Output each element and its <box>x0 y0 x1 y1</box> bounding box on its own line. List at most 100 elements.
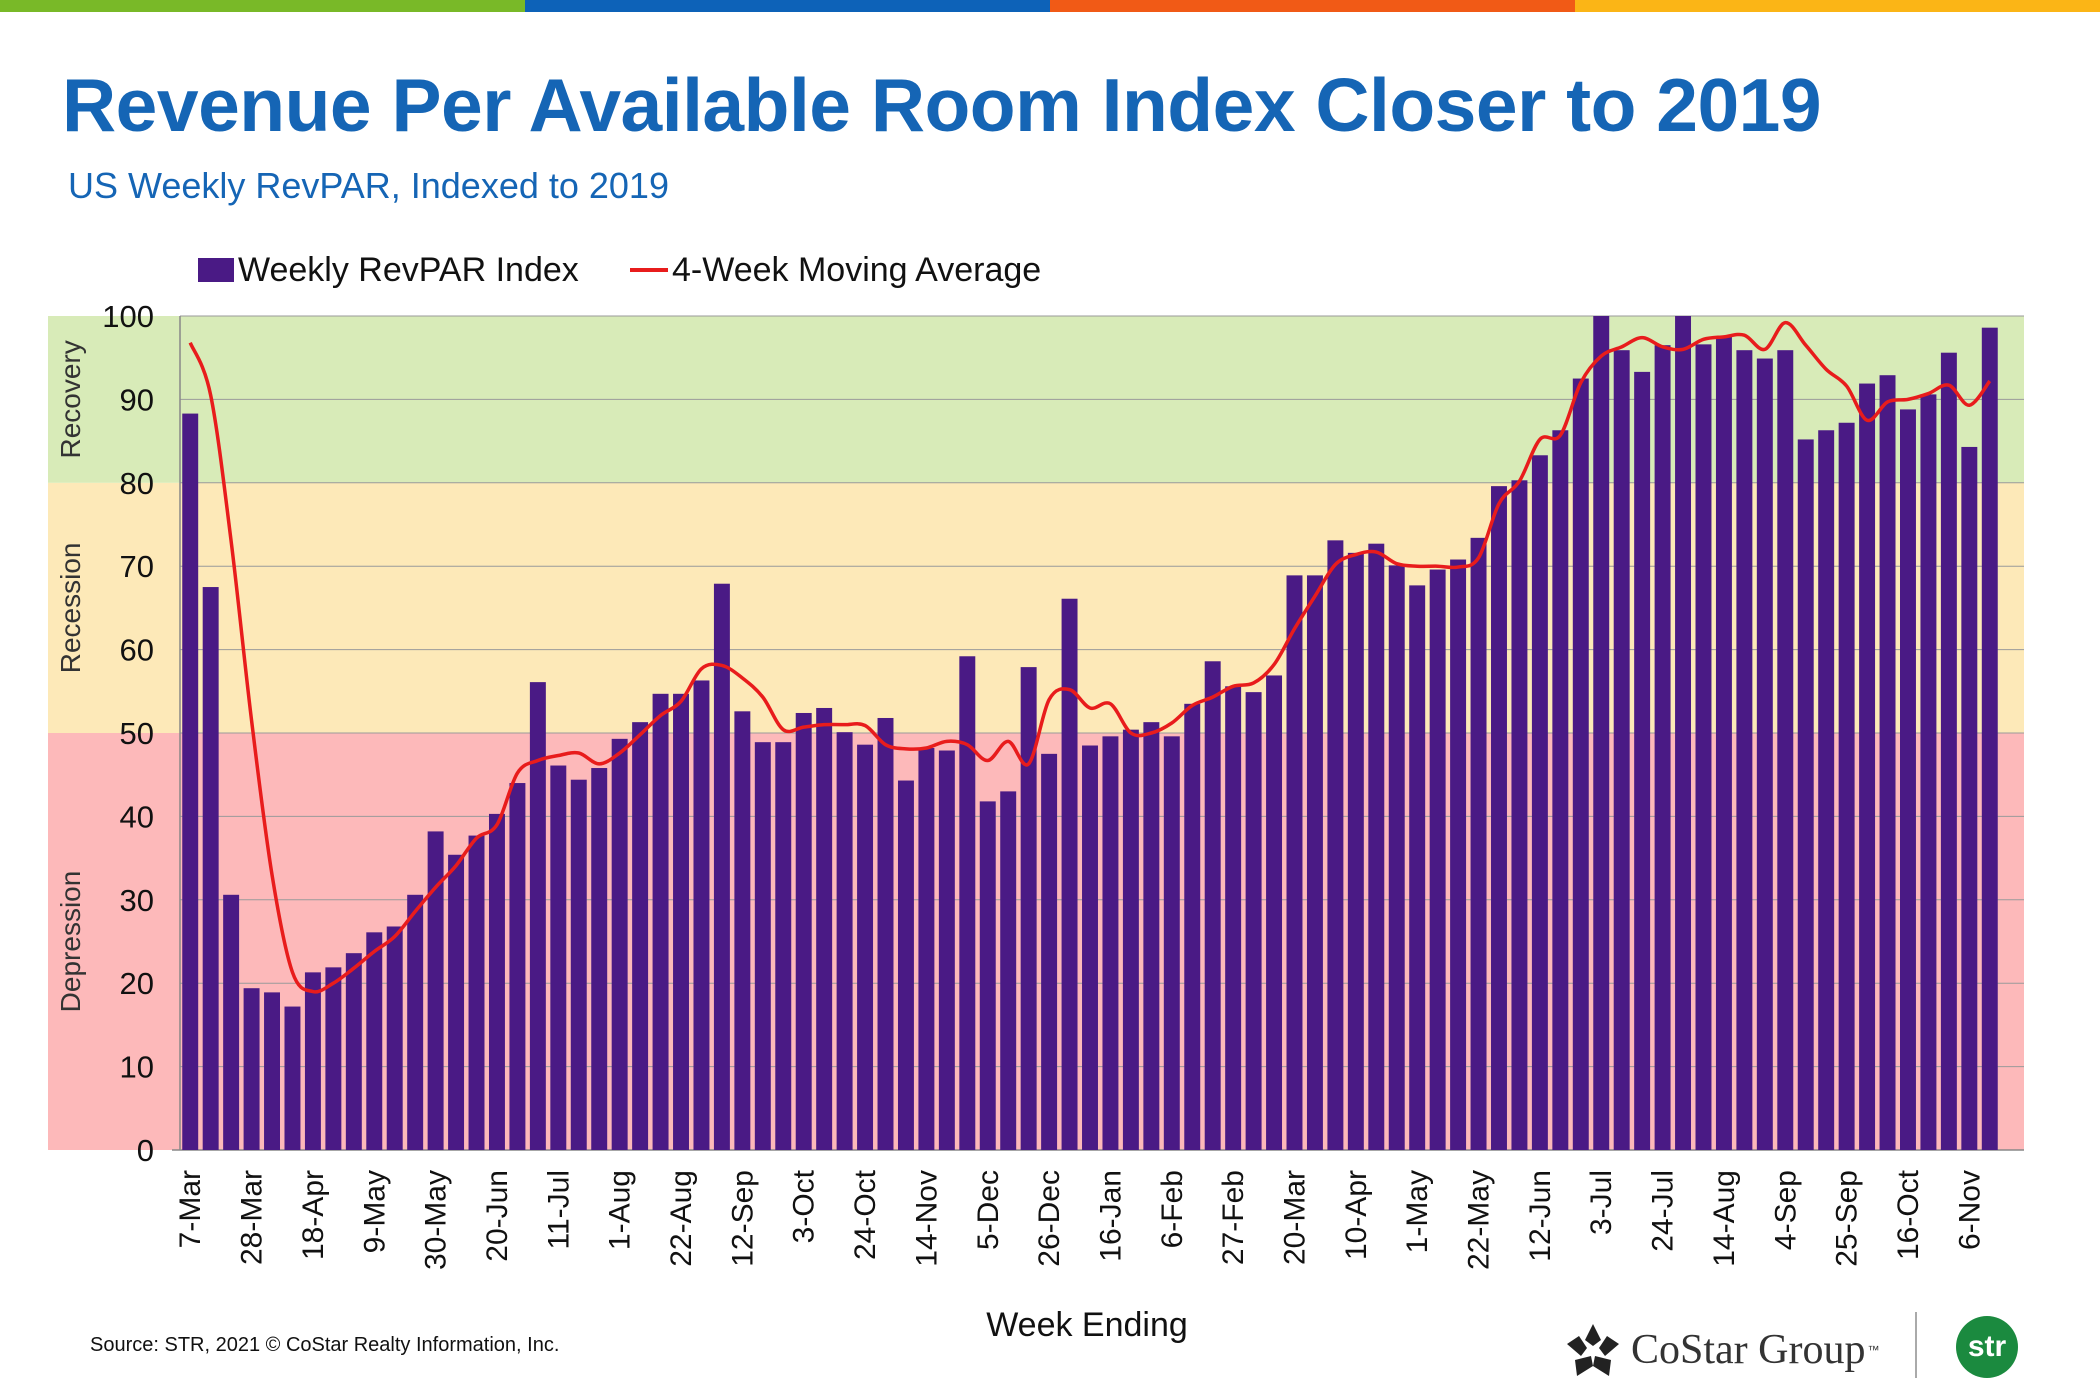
bar <box>1470 537 1487 1150</box>
bar <box>1797 439 1814 1150</box>
x-tick-label: 18-Apr <box>297 1170 330 1260</box>
costar-logo-text: CoStar Group <box>1631 1327 1866 1373</box>
bar <box>509 783 526 1150</box>
bar <box>1245 692 1262 1150</box>
bar <box>1368 543 1385 1150</box>
bar <box>1082 745 1098 1150</box>
bar <box>877 717 894 1150</box>
bar <box>1940 352 1957 1150</box>
bar <box>959 656 976 1150</box>
legend-bar-label: Weekly RevPAR Index <box>238 251 579 289</box>
x-tick-label: 12-Jun <box>1524 1170 1557 1262</box>
bar <box>1695 344 1712 1151</box>
bar <box>1879 375 1896 1150</box>
x-tick-label: 6-Nov <box>1953 1170 1986 1250</box>
bar <box>468 835 485 1150</box>
bar <box>1409 585 1426 1150</box>
bar <box>284 1006 301 1150</box>
legend-line-label: 4-Week Moving Average <box>672 251 1041 289</box>
y-tick-label: 20 <box>120 966 154 1001</box>
x-tick-label: 25-Sep <box>1831 1170 1864 1267</box>
bar <box>1163 736 1180 1150</box>
x-tick-label: 27-Feb <box>1217 1170 1250 1265</box>
bar <box>1736 350 1753 1151</box>
brand-bar-yellow <box>1575 0 2100 12</box>
bar <box>182 413 199 1150</box>
x-tick-label: 26-Dec <box>1033 1170 1066 1267</box>
x-tick-label: 20-Mar <box>1278 1170 1311 1265</box>
costar-logo-icon <box>1567 1324 1619 1376</box>
bar <box>1572 378 1589 1150</box>
bar <box>1122 729 1139 1150</box>
bar <box>1020 667 1037 1150</box>
x-tick-label: 1-Aug <box>604 1170 637 1250</box>
x-tick-label: 3-Oct <box>788 1169 821 1243</box>
bar <box>1184 703 1201 1150</box>
y-tick-label: 10 <box>120 1050 154 1085</box>
bar <box>488 813 505 1150</box>
bar <box>754 742 771 1150</box>
moving-average-line <box>188 320 1992 994</box>
page-title: Revenue Per Available Room Index Closer … <box>62 63 1822 147</box>
y-tick-label: 100 <box>102 299 154 334</box>
bar <box>1000 791 1017 1150</box>
x-tick-label: 22-May <box>1463 1170 1496 1270</box>
bar <box>734 711 751 1150</box>
bar <box>1920 394 1937 1150</box>
bar <box>1429 569 1446 1150</box>
bar <box>1593 316 1610 1150</box>
bar <box>938 750 955 1150</box>
bar <box>816 707 833 1150</box>
bar <box>1450 559 1467 1150</box>
bar <box>264 992 280 1150</box>
bar <box>1552 430 1569 1150</box>
bar <box>304 972 321 1150</box>
bar <box>857 744 874 1150</box>
bar <box>1388 565 1405 1150</box>
x-tick-label: 16-Jan <box>1094 1170 1127 1262</box>
x-tick-label: 7-Mar <box>174 1170 207 1248</box>
y-tick-label: 70 <box>120 549 154 584</box>
bar <box>1491 486 1507 1150</box>
brand-color-bar <box>0 0 2100 12</box>
page-subtitle: US Weekly RevPAR, Indexed to 2019 <box>68 165 669 206</box>
x-tick-label: 24-Oct <box>849 1169 882 1260</box>
bar <box>1286 575 1303 1150</box>
bar <box>693 680 710 1150</box>
x-tick-label: 1-May <box>1401 1170 1434 1253</box>
bar <box>1756 358 1773 1150</box>
bar <box>1306 575 1323 1150</box>
x-tick-label: 14-Nov <box>910 1170 943 1267</box>
x-tick-label: 9-May <box>358 1170 391 1253</box>
y-tick-label: 0 <box>137 1133 154 1168</box>
bar <box>325 967 342 1150</box>
bar <box>1347 552 1364 1150</box>
bar <box>1859 383 1876 1151</box>
bar <box>1531 455 1548 1150</box>
costar-logo: CoStar Group ™ <box>1565 1315 1880 1385</box>
bar <box>1102 736 1119 1150</box>
bar <box>1041 753 1058 1150</box>
x-tick-label: 5-Dec <box>972 1170 1005 1250</box>
bar <box>448 854 465 1150</box>
source-note: Source: STR, 2021 © CoStar Realty Inform… <box>90 1334 560 1356</box>
bar <box>591 768 608 1150</box>
x-tick-label: 4-Sep <box>1769 1170 1802 1250</box>
zone-label-recession: Recession <box>55 543 86 674</box>
zone-label-depression: Depression <box>55 871 86 1013</box>
y-tick-label: 30 <box>120 883 154 918</box>
y-tick-label: 90 <box>120 382 154 417</box>
bar <box>795 712 812 1150</box>
x-tick-label: 14-Aug <box>1708 1170 1741 1267</box>
bar <box>652 693 669 1150</box>
brand-bar-green <box>0 0 525 12</box>
bar <box>1715 336 1732 1151</box>
bar <box>775 742 792 1150</box>
bar <box>243 988 260 1150</box>
brand-bar-blue <box>525 0 1050 12</box>
zone-label-recovery: Recovery <box>55 340 86 458</box>
x-tick-label: 10-Apr <box>1340 1170 1373 1260</box>
bar <box>1900 409 1916 1151</box>
bar <box>1634 371 1651 1150</box>
